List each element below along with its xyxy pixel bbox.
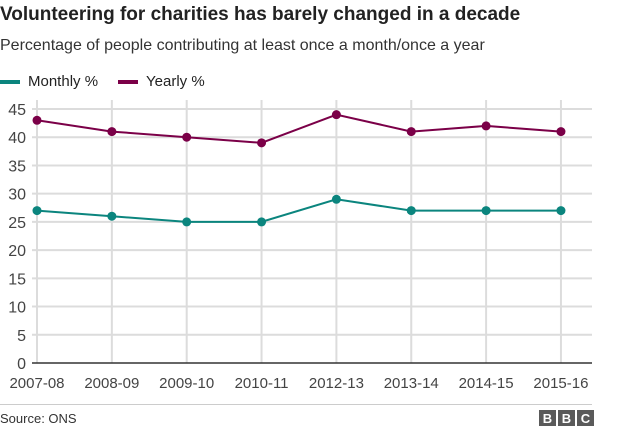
data-point (257, 138, 267, 148)
legend: Monthly % Yearly % (0, 73, 205, 90)
legend-label: Monthly % (28, 73, 99, 90)
y-tick-label: 20 (8, 243, 26, 260)
data-point (182, 217, 192, 227)
x-tick-label: 2012-13 (309, 375, 364, 392)
y-tick-label: 40 (8, 130, 26, 147)
data-point (556, 206, 566, 216)
chart-subtitle: Percentage of people contributing at lea… (0, 37, 485, 54)
x-tick-label: 2007-08 (9, 375, 64, 392)
y-tick-label: 30 (8, 187, 26, 204)
data-point (556, 127, 566, 137)
x-tick-label: 2015-16 (533, 375, 588, 392)
x-tick-label: 2009-10 (159, 375, 214, 392)
legend-swatch (118, 79, 139, 84)
x-tick-label: 2008-09 (84, 375, 139, 392)
series-line-yearly (36, 113, 562, 144)
source-note: Source: ONS (0, 411, 77, 426)
x-tick-label: 2010-11 (235, 375, 289, 392)
legend-swatch (0, 79, 20, 84)
data-point (107, 127, 117, 137)
y-tick-label: 5 (17, 328, 26, 345)
data-point (406, 127, 416, 137)
y-tick-label: 15 (8, 271, 26, 288)
legend-item-monthly: Monthly % (0, 73, 98, 90)
y-tick-label: 45 (8, 102, 26, 119)
legend-label: Yearly % (146, 73, 205, 90)
data-point (257, 217, 267, 227)
data-point (182, 132, 192, 142)
chart-title: Volunteering for charities has barely ch… (0, 4, 521, 25)
y-tick-label: 10 (8, 300, 26, 317)
data-point (481, 206, 491, 216)
data-point (32, 115, 42, 125)
data-point (481, 121, 491, 131)
footer-divider (0, 404, 592, 405)
data-point (107, 211, 117, 221)
y-tick-label: 0 (17, 356, 26, 373)
y-tick-label: 35 (8, 158, 26, 175)
data-point (406, 206, 416, 216)
data-point (32, 206, 42, 216)
y-tick-label: 25 (8, 215, 26, 232)
x-tick-label: 2013-14 (384, 375, 439, 392)
x-tick-label: 2014-15 (459, 375, 514, 392)
data-point (331, 110, 341, 120)
legend-item-yearly: Yearly % (118, 73, 205, 90)
series-line-monthly (36, 198, 561, 223)
data-point (331, 194, 341, 204)
